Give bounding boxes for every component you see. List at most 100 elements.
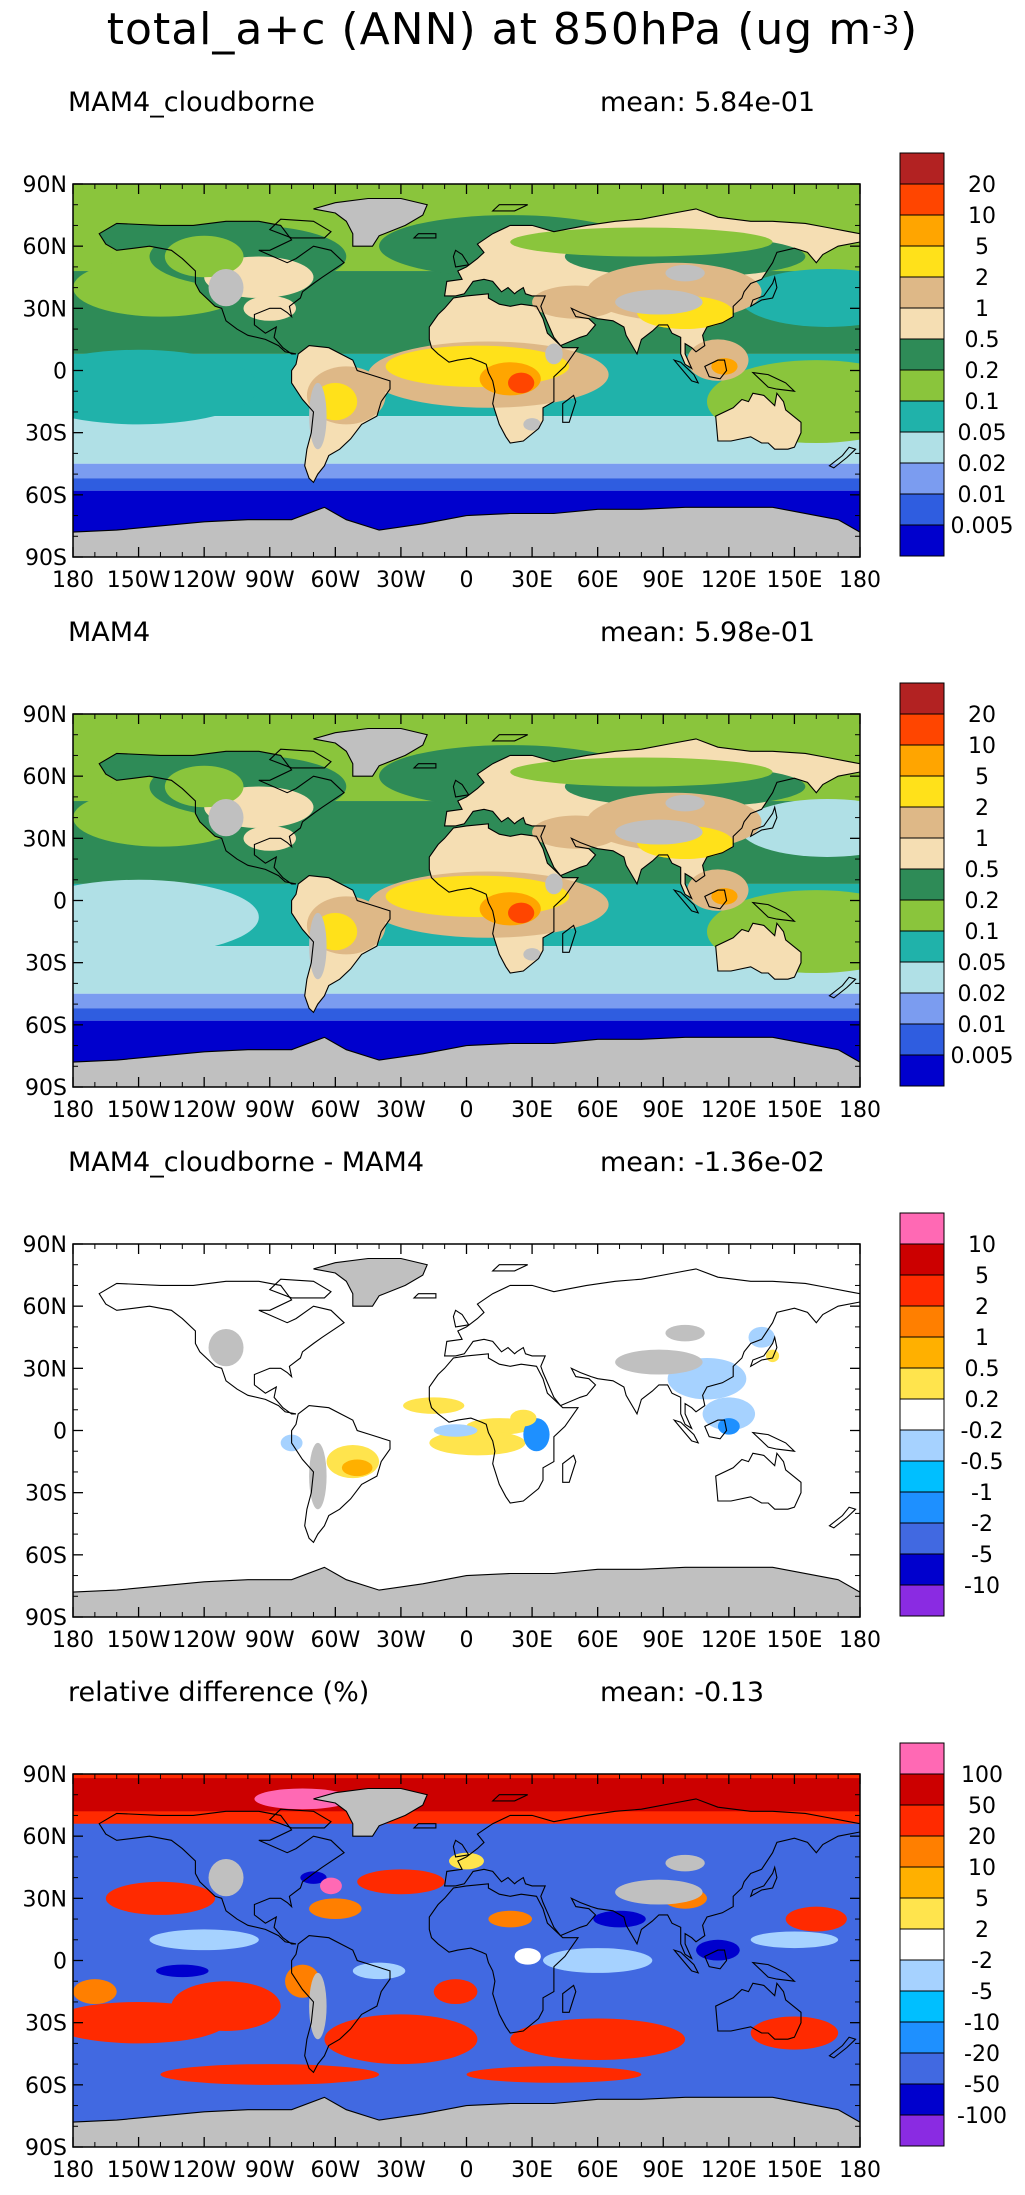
missing-region [313,728,428,777]
coastline [715,392,802,450]
contour-region [488,1910,533,1928]
lon-tick-label: 180 [52,1098,94,1123]
legend-label: 2 [975,1295,989,1320]
legend-swatch [899,1866,945,1899]
panel-title: MAM4 [68,617,151,648]
contour-region [466,2066,642,2083]
panel-relative-difference: relative difference (%) mean: -0.13 90N 6… [0,1675,1025,2195]
missing-region [665,264,705,282]
lon-tick-label: 150E [766,2158,822,2183]
legend-label: 10 [968,734,996,759]
legend-label: -0.5 [961,1450,1004,1475]
legend-label: 5 [975,765,989,790]
legend-label: 0.02 [958,982,1007,1007]
contour-region [149,1929,259,1951]
missing-region [208,1858,244,1897]
legend-label: 0.02 [958,452,1007,477]
coastline [452,1309,470,1328]
legend-swatch [899,307,945,340]
legend-swatch [899,682,945,715]
coastline [749,275,778,308]
coastline [672,358,700,384]
coastline [268,218,332,239]
lat-tick-label: 60N [23,1295,67,1320]
coastline [412,1823,437,1829]
missing-region [309,1972,327,2040]
contour-band [73,1008,860,1021]
coastline [491,1264,528,1272]
lon-tick-label: 60E [577,1098,619,1123]
coastline [98,750,345,885]
lat-tick-label: 60S [25,2074,67,2099]
legend-label: -2 [971,1512,993,1537]
color-legend: 20 10 5 2 1 0.5 0.2 0.1 0.05 0.02 0.01 0.005 [899,152,1013,557]
coastline [428,293,580,444]
contour-region [508,372,535,394]
legend-label: 100 [961,1763,1003,1788]
coastline [828,446,857,469]
lon-tick-label: 180 [52,2158,94,2183]
legend-label: 20 [968,1825,996,1850]
legend-label: 20 [968,703,996,728]
legend-label: -10 [964,1574,1000,1599]
lon-tick-label: 150E [766,1628,822,1653]
missing-region [523,948,541,961]
contour-region [523,1418,550,1452]
figure-title-text: total_a+c (ANN) at 850hPa (ug m [106,4,873,55]
legend-swatch [899,1305,945,1338]
legend-swatch [899,744,945,777]
contour-band [73,1774,860,2147]
color-legend: 10 5 2 1 0.5 0.2 -0.2 -0.5 -1 -2 -5 -10 [899,1212,1004,1617]
contour-region [385,875,570,918]
legend-label: -5 [971,1543,993,1568]
missing-region [309,912,327,980]
contour-region [510,1409,537,1427]
legend-swatch [899,245,945,278]
legend-swatch [899,1553,945,1586]
legend-label: 10 [968,1233,996,1258]
legend-swatch [899,1212,945,1245]
lat-tick-label: 30S [25,2012,67,2037]
legend-label: 0.2 [965,359,1000,384]
legend-label: 0.01 [958,483,1007,508]
lat-tick-label: 90N [23,1233,67,1258]
panel-mam4: MAM4 mean: 5.98e-01 90N 60N 30N 0 30S 60S 90S 1… [0,615,1025,1135]
coastline [704,359,728,380]
coastline [715,1982,802,2040]
coastline [562,924,577,953]
legend-swatch [899,1928,945,1961]
lon-tick-label: 0 [460,2158,474,2183]
missing-region [309,382,327,450]
legend-swatch [899,1398,945,1431]
lon-tick-label: 180 [839,1098,880,1123]
contour-region [514,1948,541,1965]
panel-title: relative difference (%) [68,1677,370,1708]
lon-tick-label: 120W [172,568,236,593]
legend-label: 2 [975,796,989,821]
missing-region [309,1442,327,1510]
lat-tick-label: 30N [23,297,67,322]
lon-tick-label: 120E [701,1628,757,1653]
lon-tick-label: 180 [52,1628,94,1653]
contour-region [164,235,244,278]
lon-tick-label: 90E [642,2158,684,2183]
legend-swatch [899,1897,945,1930]
coastline [412,763,437,769]
legend-swatch [899,1460,945,1493]
coastline [291,875,391,1014]
legend-swatch [899,2052,945,2085]
legend-label: -100 [957,2104,1007,2129]
lon-tick-label: 60E [577,568,619,593]
legend-label: 0.2 [965,1388,1000,1413]
legend-label: -1 [971,1481,993,1506]
contour-region [341,1459,373,1477]
lon-tick-label: 30E [511,1628,553,1653]
coastline [715,1452,802,1510]
coastline [428,1353,580,1504]
legend-label: 50 [968,1794,996,1819]
missing-region [208,798,244,837]
legend-label: 10 [968,204,996,229]
lon-tick-label: 120E [701,2158,757,2183]
contour-region [385,345,570,388]
contour-region [156,1964,209,1978]
